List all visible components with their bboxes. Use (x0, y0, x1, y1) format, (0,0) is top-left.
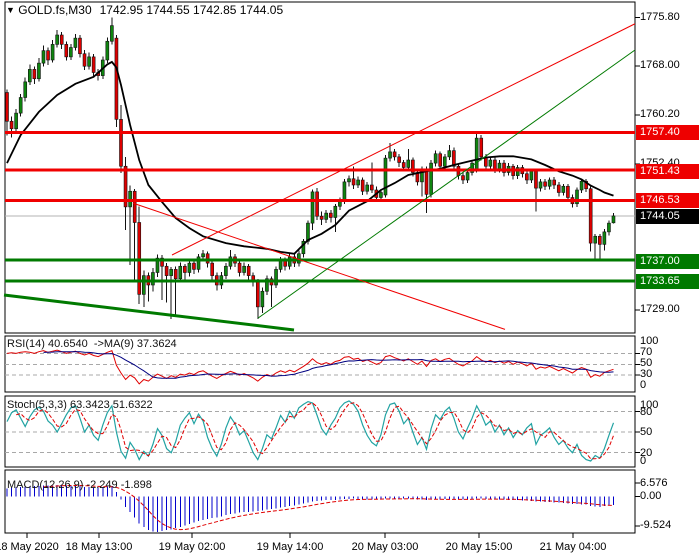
time-tick: 20 May 15:00 (445, 541, 513, 553)
stoch-scale-tick: 100 (640, 399, 659, 411)
macd-indicator-label: MACD(12,26,9) -2.249 -1.898 (7, 479, 152, 491)
resistance-badge: 1746.53 (636, 192, 699, 208)
rsi-indicator-label: RSI(14) 40.6540 ->MA(9) 37.3624 (7, 338, 177, 350)
price-tick: 1729.00 (640, 303, 680, 315)
price-tick: 1768.00 (640, 59, 680, 71)
time-tick: 19 May 02:00 (158, 541, 226, 553)
resistance-badge: 1751.43 (636, 163, 699, 179)
support-badge: 1733.65 (636, 273, 699, 289)
macd-scale-tick: 6.576 (640, 477, 668, 489)
stoch-indicator-label: Stoch(5,3,3) 63.3423 51.6322 (7, 399, 153, 411)
price-tick: 1760.20 (640, 108, 680, 120)
price-tick: 1775.80 (640, 11, 680, 23)
time-tick: 18 May 2020 (0, 541, 59, 553)
macd-scale-tick: -9.524 (640, 519, 672, 531)
rsi-scale-tick: 30 (640, 368, 653, 380)
time-tick: 18 May 13:00 (65, 541, 133, 553)
rsi-scale-tick: 50 (640, 357, 653, 369)
stoch-scale-tick: 0 (640, 455, 647, 467)
chart-title: ▼ GOLD.fs,M30 1742.95 1744.55 1742.85 174… (6, 3, 283, 17)
stoch-scale-tick: 50 (640, 426, 653, 438)
rsi-scale-tick: 70 (640, 346, 653, 358)
stoch-scale-tick: 80 (640, 406, 653, 418)
ohlc-readout: 1742.95 1744.55 1742.85 1744.05 (99, 3, 284, 17)
symbol-dropdown-icon[interactable]: ▼ (6, 5, 15, 15)
macd-scale-tick: 0.00 (640, 490, 662, 502)
current-price-badge: 1744.05 (636, 208, 699, 224)
rsi-scale-tick: 0 (640, 379, 647, 391)
time-tick: 20 May 03:00 (351, 541, 419, 553)
symbol-period-label: GOLD.fs,M30 (18, 3, 92, 17)
rsi-scale-tick: 100 (640, 335, 659, 347)
time-tick: 21 May 04:00 (539, 541, 607, 553)
support-badge: 1737.00 (636, 253, 699, 269)
time-tick: 19 May 14:00 (256, 541, 324, 553)
stoch-scale-tick: 20 (640, 447, 653, 459)
resistance-badge: 1757.40 (636, 124, 699, 140)
